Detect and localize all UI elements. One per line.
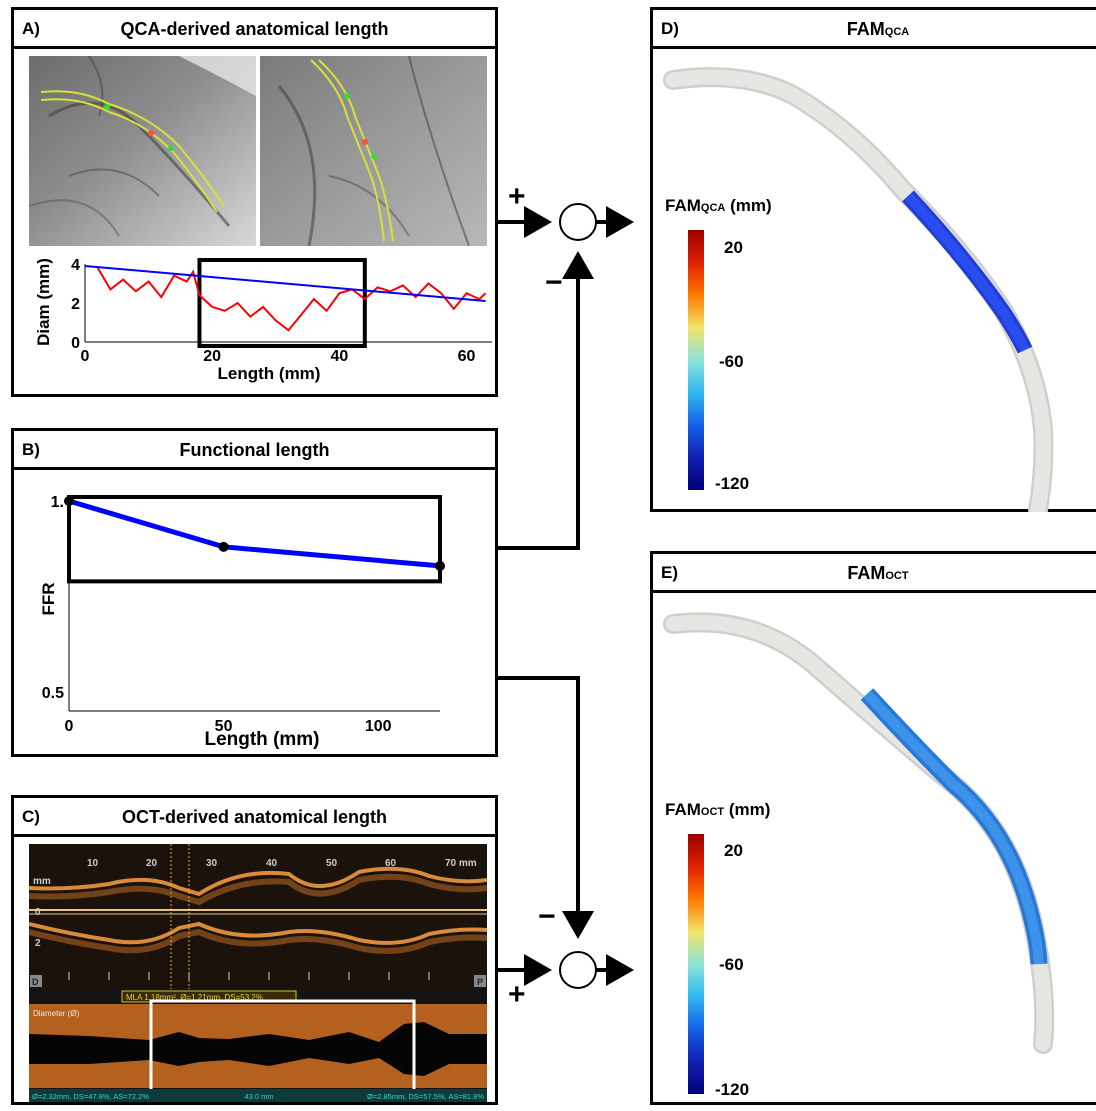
data-point [435,560,445,571]
oct-footer-right: Ø=2.85mm, DS=57.5%, AS=81.8% [367,1092,484,1101]
panel-b-title: Functional length [179,440,330,460]
panel-d-letter: D) [661,19,679,38]
oct-scale-tick: 70 mm [445,858,477,869]
oct-scale-tick: 10 [87,858,99,869]
summing-junction-bottom [559,951,597,989]
oct-footer-mid: 43.0 mm [244,1092,273,1101]
panel-d-header: D) FAMQCA [653,10,1096,49]
panel-d-title: FAMQCA [846,19,910,39]
panel-c-header: C) OCT-derived anatomical length [14,798,495,837]
chart-b-xlabel: Length (mm) [204,729,319,750]
x-tick-label: 50 [215,718,233,735]
series-line [84,264,486,303]
chart-b-ylabel: FFR [39,582,58,615]
angiography-left [29,56,256,246]
oct-depth-label: 0 [35,907,41,918]
oct-scale-tick: 60 [385,858,397,869]
oct-longitudinal-view: 10 20 30 40 50 60 70 mm mm 0 2 D P [29,844,487,989]
oct-scale-tick: 30 [206,858,218,869]
panel-a-title: QCA-derived anatomical length [120,19,389,39]
panel-a-header: A) QCA-derived anatomical length [14,10,495,49]
arrow-b-to-top-junction [498,251,594,550]
oct-tick-marks [68,972,430,980]
x-tick-label: 60 [458,348,476,365]
data-point [64,496,74,506]
angiography-right [260,56,487,246]
panel-c-letter: C) [22,807,40,826]
summing-junction-top [559,203,597,241]
oct-scale-tick: 50 [326,858,338,869]
data-point [218,541,229,552]
panel-c-title: OCT-derived anatomical length [121,807,388,827]
oct-depth-label: mm [33,876,51,887]
panel-d-colorbar-tick: -60 [719,352,744,371]
angiography-images [29,56,487,246]
highlight-box [197,258,367,348]
x-tick-label: 0 [81,348,90,365]
y-tick-label: 1. [51,494,64,511]
y-tick-label: 4 [71,257,80,274]
panel-e-colorbar-tick: -60 [719,955,744,974]
panel-d: D) FAMQCA FAMQCA (mm) 20 -60 -120 [650,7,1096,512]
panel-e-letter: E) [661,563,678,582]
chart-a-ylabel: Diam (mm) [34,258,53,346]
oct-depth-label: 2 [35,938,41,949]
panel-b-header: B) Functional length [14,431,495,470]
ffr-chart: FFR Length (mm) 0 50 100 0.5 1. [39,494,445,750]
series-line [96,267,487,332]
chart-a-xlabel: Length (mm) [218,364,321,383]
oct-scale-tick: 20 [146,858,158,869]
panel-d-colorbar [688,230,704,490]
panel-e-colorbar-label: FAMOCT (mm) [665,800,771,819]
fam-oct-vessel [663,612,1055,1054]
panel-e: E) FAMOCT FAMOCT (mm) 20 -60 -120 [650,551,1096,1105]
x-tick-label: 20 [203,348,221,365]
oct-scale-tick: 40 [266,858,278,869]
oct-diameter-view: Diameter (Ø) Ø=2.32mm, DS=47.8%, AS=72.2… [29,999,487,1102]
bottom-plus-sign: + [508,978,526,1011]
y-tick-label: 0 [71,335,80,352]
panel-a-letter: A) [22,19,40,38]
top-plus-sign: + [508,180,526,213]
bottom-minus-sign: − [538,900,556,933]
x-tick-label: 100 [365,718,392,735]
panel-e-colorbar-tick: 20 [724,841,743,860]
panel-e-colorbar-tick: -120 [715,1080,750,1099]
oct-image: 10 20 30 40 50 60 70 mm mm 0 2 D P MLA 1… [29,844,487,1102]
y-tick-label: 2 [71,296,80,313]
panel-a: A) QCA-derived anatomical length [11,7,498,397]
oct-corner-left: D [32,977,39,987]
panel-d-colorbar-label: FAMQCA (mm) [665,196,772,215]
oct-footer-left: Ø=2.32mm, DS=47.8%, AS=72.2% [32,1092,149,1101]
panel-e-title: FAMOCT [847,563,909,583]
panel-d-colorbar-tick: -120 [715,474,750,493]
panel-e-colorbar [688,834,704,1094]
oct-diameter-label: Diameter (Ø) [33,1009,80,1018]
panel-e-header: E) FAMOCT [653,554,1096,593]
top-minus-sign: − [545,266,563,299]
x-tick-label: 40 [330,348,348,365]
x-tick-label: 0 [65,718,74,735]
y-tick-label: 0.5 [42,685,64,702]
arrow-b-to-bottom-junction [498,676,594,939]
panel-b: B) Functional length FFR Length (mm) 0 50… [11,428,498,757]
panel-d-colorbar-tick: 20 [724,238,743,257]
panel-c: C) OCT-derived anatomical length 10 20 [11,795,498,1105]
highlight-box [67,495,442,584]
diameter-chart: Diam (mm) Length (mm) 0 20 40 60 0 2 4 [34,257,492,383]
fam-qca-vessel [663,67,1054,512]
panel-b-letter: B) [22,440,40,459]
oct-mla-label: MLA 1.18mm², Ø=1.21mm, DS=53.2% [126,993,263,1002]
oct-corner-right: P [477,977,483,987]
